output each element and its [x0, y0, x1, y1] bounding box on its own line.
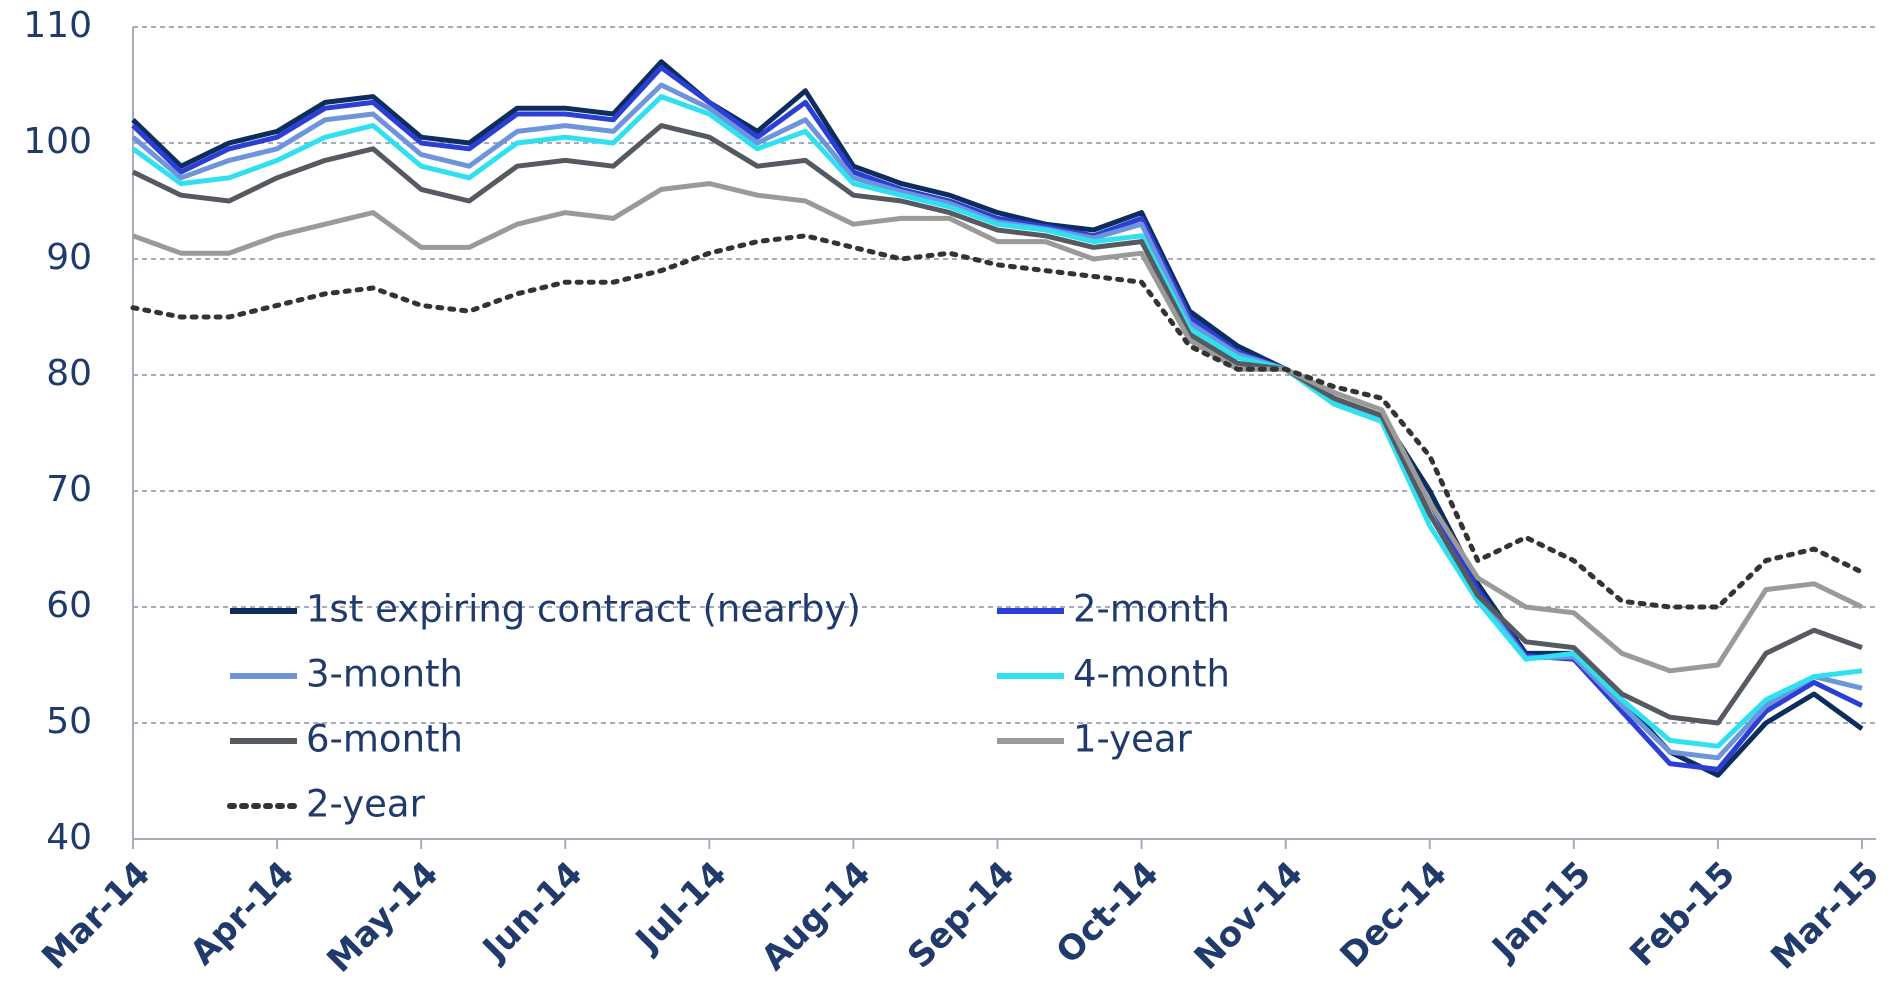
x-tick-label: Sep-14: [900, 854, 1023, 977]
x-tick-label: Jul-14: [627, 854, 734, 961]
y-tick-label: 60: [46, 585, 92, 626]
y-tick-label: 50: [46, 701, 92, 742]
series-line: [131, 94, 1863, 749]
legend-label: 6-month: [306, 718, 463, 761]
x-tick-label: Oct-14: [1049, 854, 1167, 972]
x-tick-label: Mar-15: [1763, 854, 1887, 978]
x-tick-label: Dec-14: [1333, 854, 1455, 976]
x-tick-label: Feb-15: [1622, 854, 1743, 975]
series-line: [131, 123, 1863, 726]
x-tick-label: Jan-15: [1483, 854, 1598, 969]
x-tick-label: Mar-14: [34, 854, 158, 978]
x-tick-label: Apr-14: [183, 854, 302, 973]
y-tick-label: 40: [46, 817, 92, 858]
x-tick-label: Aug-14: [754, 854, 879, 979]
y-tick-label: 110: [23, 5, 92, 46]
legend-label: 2-month: [1073, 588, 1230, 631]
y-tick-label: 70: [46, 469, 92, 510]
y-tick-label: 100: [23, 121, 92, 162]
x-tick-label: May-14: [319, 854, 446, 981]
legend-label: 3-month: [306, 653, 463, 696]
legend-label: 1-year: [1073, 718, 1193, 761]
x-tick-label: Jun-14: [474, 854, 590, 970]
legend-label: 2-year: [306, 783, 426, 826]
y-tick-label: 80: [46, 353, 92, 394]
x-tick-label: Nov-14: [1187, 854, 1311, 978]
series-line: [130, 233, 1865, 610]
legend-label: 4-month: [1073, 653, 1230, 696]
series-line: [132, 181, 1864, 674]
y-tick-label: 90: [46, 237, 92, 278]
legend-label: 1st expiring contract (nearby): [306, 588, 861, 631]
